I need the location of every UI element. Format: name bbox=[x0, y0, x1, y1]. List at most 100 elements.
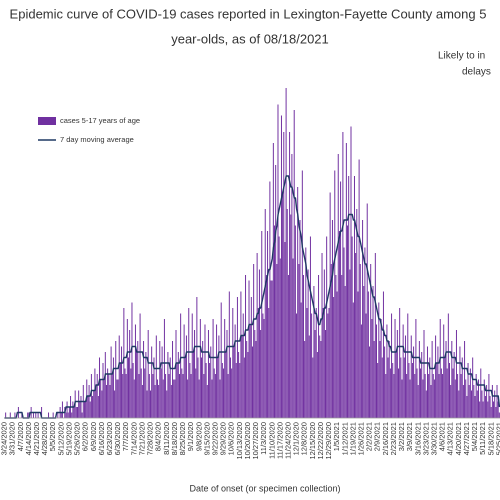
bar bbox=[114, 390, 116, 418]
x-tick-label: 11/3/2020 bbox=[259, 422, 268, 455]
bar bbox=[353, 176, 355, 418]
bar bbox=[261, 231, 263, 418]
bar bbox=[367, 291, 369, 418]
bar bbox=[185, 335, 187, 418]
bar bbox=[432, 374, 434, 418]
bar bbox=[378, 302, 380, 418]
bar bbox=[163, 319, 165, 418]
bar bbox=[115, 341, 117, 418]
bar bbox=[204, 324, 206, 418]
bar bbox=[420, 368, 422, 418]
bar bbox=[255, 341, 257, 418]
x-tick-label: 5/26/2020 bbox=[73, 422, 82, 455]
bar bbox=[201, 357, 202, 418]
bar bbox=[391, 313, 393, 418]
x-tick-label: 6/23/2020 bbox=[105, 422, 114, 455]
bar bbox=[496, 385, 498, 418]
bar bbox=[336, 291, 338, 418]
bar bbox=[291, 154, 293, 418]
bar bbox=[161, 346, 163, 418]
bar bbox=[139, 313, 141, 418]
bar bbox=[454, 379, 456, 418]
bar bbox=[313, 286, 315, 418]
bar bbox=[444, 357, 446, 418]
bar bbox=[347, 225, 349, 418]
bar bbox=[387, 357, 389, 418]
bar bbox=[433, 379, 435, 418]
bar bbox=[369, 346, 371, 418]
bar bbox=[285, 88, 287, 418]
bar bbox=[227, 374, 229, 418]
legend-label: 7 day moving average bbox=[60, 135, 134, 144]
bar bbox=[343, 247, 345, 418]
bar bbox=[136, 352, 138, 418]
x-tick-label: 5/5/2020 bbox=[48, 422, 57, 451]
bar bbox=[404, 335, 406, 418]
bar bbox=[235, 363, 237, 418]
bar bbox=[177, 352, 179, 418]
bar bbox=[275, 165, 277, 418]
bar bbox=[118, 335, 120, 418]
bar bbox=[194, 330, 196, 418]
bar bbox=[329, 192, 331, 418]
bar bbox=[206, 385, 208, 418]
bar bbox=[453, 352, 455, 418]
bar bbox=[415, 319, 417, 418]
bar bbox=[77, 407, 78, 418]
bar bbox=[431, 341, 433, 418]
bar bbox=[116, 379, 118, 418]
x-tick-label: 9/8/2020 bbox=[194, 422, 203, 451]
bar bbox=[341, 275, 343, 418]
bar bbox=[240, 291, 242, 418]
x-tick-label: 12/8/2020 bbox=[300, 422, 309, 455]
bar bbox=[183, 324, 185, 418]
bar bbox=[352, 302, 354, 418]
bar bbox=[178, 374, 180, 418]
bar bbox=[355, 253, 357, 418]
bar bbox=[87, 396, 89, 418]
legend-label: cases 5-17 years of age bbox=[60, 116, 140, 125]
x-tick-label: 5/4/2021 bbox=[470, 422, 479, 451]
bar bbox=[268, 308, 270, 418]
bar bbox=[362, 220, 364, 418]
bar bbox=[442, 374, 444, 418]
bar bbox=[466, 396, 468, 418]
bar bbox=[162, 379, 164, 418]
bar bbox=[14, 412, 16, 418]
bar bbox=[465, 379, 467, 418]
bar bbox=[156, 379, 158, 418]
x-tick-label: 7/21/2020 bbox=[137, 422, 146, 455]
bar bbox=[311, 313, 313, 418]
bar bbox=[130, 368, 132, 418]
bar bbox=[225, 352, 227, 418]
bar bbox=[151, 346, 153, 418]
bar bbox=[337, 154, 339, 418]
bar bbox=[491, 385, 493, 418]
bar bbox=[348, 176, 350, 418]
x-tick-label: 12/15/2020 bbox=[308, 422, 317, 460]
bar bbox=[236, 297, 238, 418]
bar bbox=[318, 275, 320, 418]
bar bbox=[428, 374, 430, 418]
bar bbox=[407, 313, 409, 418]
bar bbox=[418, 341, 420, 418]
bar bbox=[199, 319, 201, 418]
x-tick-label: 4/28/2020 bbox=[40, 422, 49, 455]
bar bbox=[438, 374, 440, 418]
bar bbox=[272, 143, 274, 418]
x-tick-label: 8/4/2020 bbox=[154, 422, 163, 451]
bar bbox=[168, 374, 170, 418]
bar bbox=[298, 264, 300, 418]
bar bbox=[403, 357, 405, 418]
bar bbox=[487, 401, 489, 418]
bar bbox=[160, 368, 162, 418]
bar bbox=[32, 412, 34, 418]
x-tick-label: 5/12/2020 bbox=[56, 422, 65, 455]
bar bbox=[246, 341, 248, 418]
bar bbox=[57, 412, 59, 418]
bar bbox=[153, 357, 155, 418]
bar bbox=[371, 319, 373, 418]
x-axis-title: Date of onset (or specimen collection) bbox=[189, 483, 340, 493]
bar bbox=[27, 412, 29, 418]
x-tick-label: 7/14/2020 bbox=[129, 422, 138, 455]
